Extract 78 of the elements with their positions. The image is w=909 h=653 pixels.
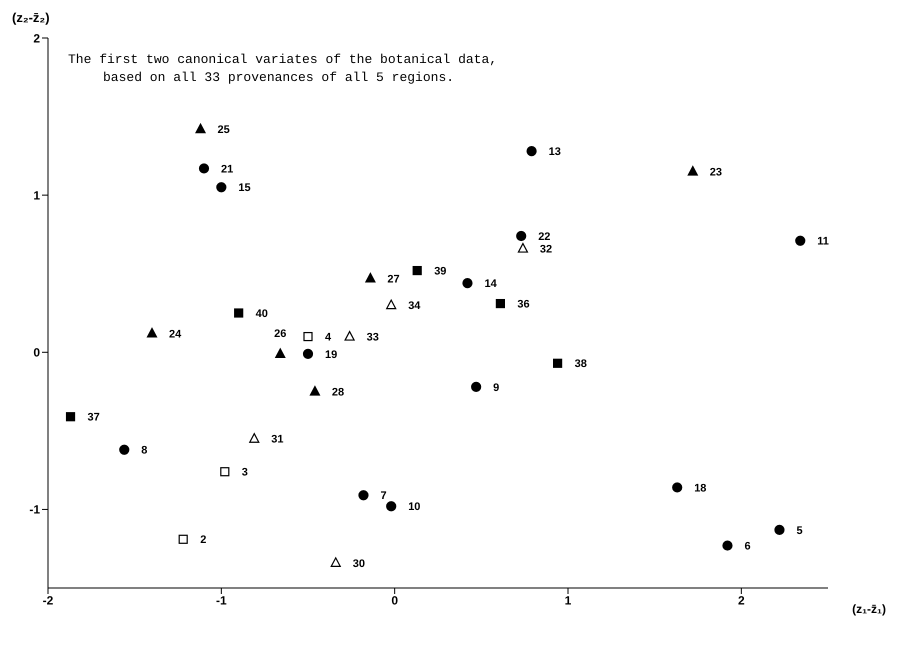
annotation: 37	[88, 412, 100, 424]
point	[358, 490, 369, 500]
point	[496, 298, 505, 308]
annotation: 24	[169, 328, 182, 340]
annotation: 40	[256, 308, 268, 320]
annotation: 5	[796, 524, 803, 537]
annotation: 4	[325, 331, 332, 344]
annotation: 33	[366, 331, 379, 344]
point	[146, 328, 158, 338]
x-tick-label: 0	[391, 594, 398, 608]
point	[471, 382, 482, 392]
annotation: 2	[200, 534, 206, 546]
point	[462, 278, 473, 288]
annotation: 22	[538, 230, 550, 243]
annotation: 32	[540, 243, 552, 256]
annotation: 13	[548, 146, 561, 158]
annotation: 27	[387, 273, 400, 286]
point	[412, 266, 422, 276]
y-axis-title: (z₂-z̄₂)	[12, 10, 50, 25]
point	[526, 146, 537, 156]
point	[302, 348, 314, 359]
point	[303, 332, 313, 342]
annotation: 36	[517, 298, 530, 310]
point	[275, 348, 286, 358]
point	[330, 557, 341, 567]
annotation: 8	[141, 444, 148, 457]
point	[195, 124, 206, 134]
annotation: 10	[408, 501, 420, 514]
annotation: 9	[493, 382, 500, 394]
annotation: 39	[434, 265, 446, 278]
point	[66, 412, 76, 422]
y-tick-label: 2	[33, 31, 40, 46]
annotation: 31	[271, 434, 284, 446]
annotation: 3	[242, 466, 248, 479]
point	[774, 524, 785, 535]
point	[178, 534, 188, 544]
annotation: 38	[574, 358, 587, 370]
annotation: 25	[218, 124, 230, 136]
point	[722, 540, 733, 551]
point	[795, 236, 806, 246]
point	[234, 308, 244, 318]
annotation: 11	[817, 236, 829, 248]
annotation: 21	[221, 163, 234, 176]
annotation: 18	[694, 482, 706, 494]
point	[386, 501, 396, 512]
point	[386, 300, 396, 310]
annotation: 26	[274, 328, 286, 340]
x-tick-label: 1	[564, 594, 572, 608]
point	[344, 330, 355, 341]
annotation: 30	[352, 558, 365, 570]
y-tick-label: -1	[29, 502, 40, 517]
annotation: 14	[484, 278, 498, 290]
text: The first two canonical variates of the botanical data, based on all 33 provenances of all 5 regions.	[68, 52, 498, 85]
point	[310, 386, 320, 396]
point	[216, 182, 226, 192]
annotation: 19	[325, 348, 338, 361]
point	[672, 482, 682, 493]
point	[516, 230, 526, 242]
x-tick-label: 2	[738, 594, 745, 608]
annotation: 23	[710, 166, 722, 178]
point	[198, 163, 210, 174]
point	[249, 433, 260, 443]
point	[688, 166, 698, 176]
annotation: 15	[238, 182, 251, 194]
point	[220, 467, 230, 476]
x-axis-title: (z₁-z̄₁)	[852, 602, 886, 616]
y-tick-label: 0	[33, 346, 40, 360]
x-tick-label: -1	[216, 594, 227, 608]
point	[518, 242, 528, 253]
annotation: 7	[380, 490, 387, 502]
annotation: 6	[744, 540, 751, 552]
point	[365, 272, 376, 283]
annotation: 28	[332, 386, 344, 398]
point	[553, 358, 562, 368]
annotation: 34	[408, 300, 422, 312]
y-tick-label: 1	[33, 188, 40, 202]
x-tick-label: -2	[42, 594, 54, 608]
point	[119, 444, 130, 455]
